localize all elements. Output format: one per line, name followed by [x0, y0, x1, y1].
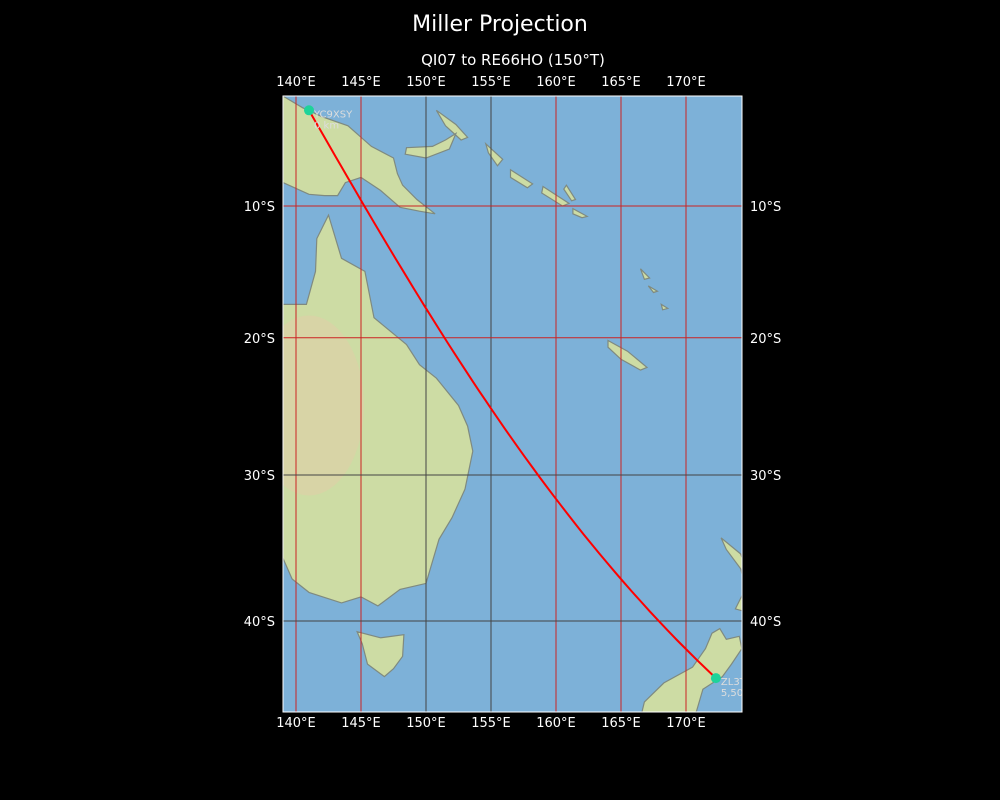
right-lat-label: 40°S [750, 615, 781, 630]
new-britain-landmass [404, 131, 458, 159]
bottom-lon-label: 145°E [341, 716, 381, 731]
top-lon-label: 160°E [536, 75, 576, 90]
tasmania-landmass [356, 630, 405, 678]
new-ireland-landmass [435, 109, 469, 141]
station-callsign: YC9XSY [313, 109, 353, 120]
bottom-lon-label: 150°E [406, 716, 446, 731]
station-marker[interactable] [710, 673, 721, 684]
new-guinea-landmass [283, 96, 436, 215]
top-lon-label: 150°E [406, 75, 446, 90]
top-lon-label: 170°E [666, 75, 706, 90]
solomons-1-landmass [509, 168, 534, 189]
bottom-lon-label: 170°E [666, 716, 706, 731]
top-lon-label: 140°E [276, 75, 316, 90]
map-subtitle: QI07 to RE66HO (150°T) [421, 51, 605, 69]
bougainville-landmass [484, 141, 504, 167]
bottom-lon-label: 160°E [536, 716, 576, 731]
bottom-lon-label: 165°E [601, 716, 641, 731]
map-frame [282, 95, 743, 713]
bottom-lon-label: 155°E [471, 716, 511, 731]
left-lat-label: 30°S [244, 469, 275, 484]
left-lat-label: 10°S [244, 200, 275, 215]
vanuatu-2-landmass [647, 285, 659, 294]
solomons-3-landmass [563, 184, 577, 202]
australia-landmass [283, 213, 474, 607]
right-lat-label: 10°S [750, 200, 781, 215]
desert-tint [283, 315, 364, 496]
left-lat-label: 20°S [244, 332, 275, 347]
nz-south-landmass [641, 627, 742, 712]
top-lon-label: 155°E [471, 75, 511, 90]
land-layer [283, 96, 742, 712]
right-lat-label: 20°S [750, 332, 781, 347]
top-lon-label: 165°E [601, 75, 641, 90]
station-distance: 5,504 km [721, 688, 768, 699]
top-lon-label: 145°E [341, 75, 381, 90]
new-caledonia-landmass [607, 339, 649, 371]
left-lat-label: 40°S [244, 615, 275, 630]
vanuatu-1-landmass [639, 268, 651, 281]
bottom-lon-label: 140°E [276, 716, 316, 731]
station-callsign: ZL3TUX [721, 677, 760, 688]
station-marker[interactable] [304, 105, 314, 116]
great-circle-route [308, 109, 717, 679]
station-distance: 0 km [314, 120, 339, 131]
map-title: Miller Projection [412, 12, 588, 37]
axis-ticks: 140°E 140°E 145°E 145°E 150°E 150°E 155°E 155°E… [244, 75, 782, 731]
solomons-4-landmass [572, 207, 589, 219]
vanuatu-3-landmass [660, 303, 670, 311]
right-lat-label: 30°S [750, 469, 781, 484]
nz-north-landmass [720, 537, 742, 612]
